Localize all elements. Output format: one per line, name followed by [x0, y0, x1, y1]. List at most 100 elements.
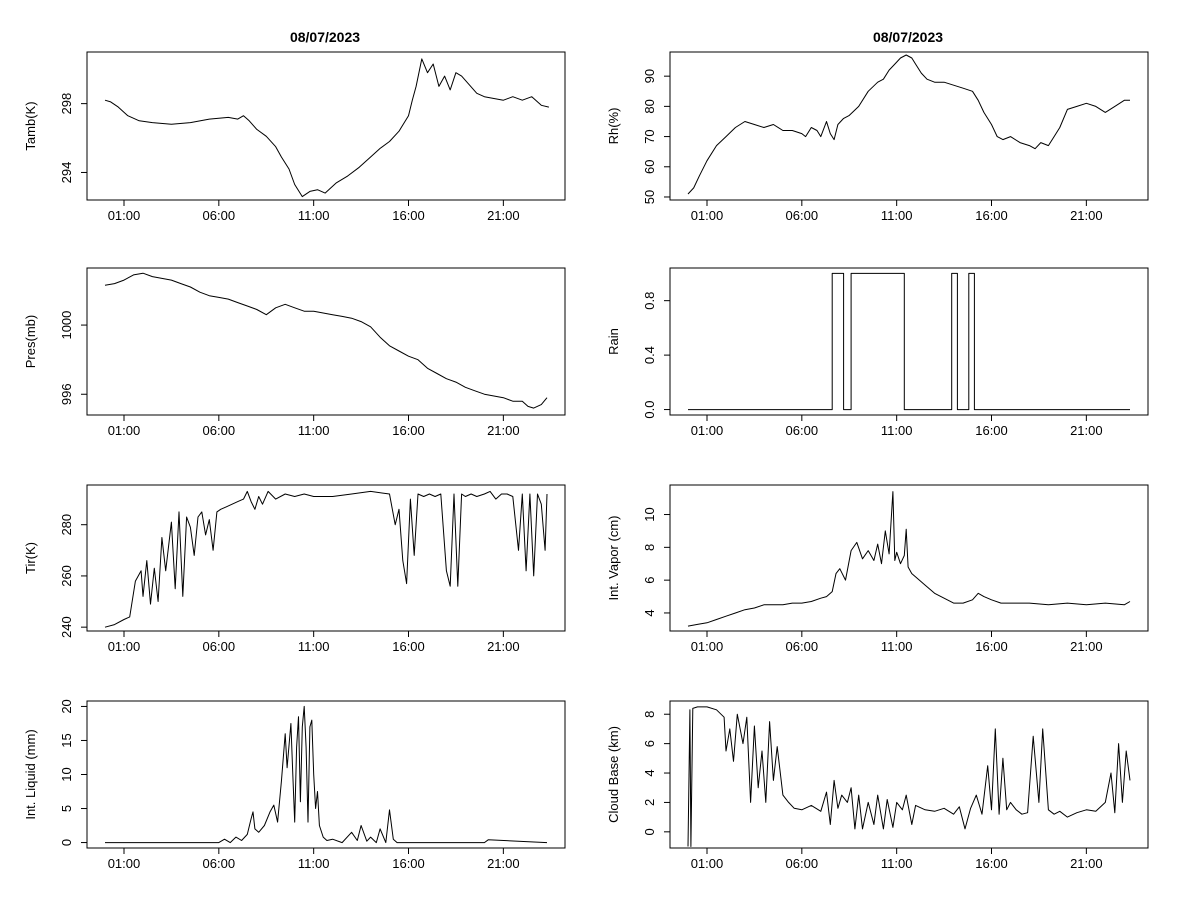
rh-xtick-label: 06:00	[786, 208, 819, 223]
cloudbase-ytick-label: 6	[642, 740, 657, 747]
rh-series-line	[687, 54, 1130, 195]
vapor-xtick-label: 21:00	[1070, 639, 1103, 654]
tir-ytick-label: 240	[59, 616, 74, 638]
tamb-ytick-label: 294	[59, 162, 74, 184]
cloudbase-xtick-label: 01:00	[691, 856, 724, 871]
liquid-series-line	[105, 705, 548, 844]
vapor-ytick-label: 8	[642, 544, 657, 551]
panel-tir: 01:00 06:00 11:00 16:00 21:00 240 260 280 Tir(K)	[23, 484, 566, 654]
pres-xtick-label: 21:00	[487, 423, 520, 438]
cloudbase-xtick-label: 21:00	[1070, 856, 1103, 871]
cloudbase-plot-frame	[669, 700, 1149, 849]
left-column-title: 08/07/2023	[290, 29, 360, 45]
rain-xtick-label: 21:00	[1070, 423, 1103, 438]
vapor-ytick-label: 6	[642, 577, 657, 584]
rain-xtick-label: 01:00	[691, 423, 724, 438]
tamb-xtick-label: 21:00	[487, 208, 520, 223]
rain-ytick-label: 0.4	[642, 346, 657, 364]
rain-xtick-label: 06:00	[786, 423, 819, 438]
liquid-ytick-label: 10	[59, 767, 74, 781]
vapor-xtick-label: 16:00	[975, 639, 1008, 654]
liquid-ytick-label: 5	[59, 805, 74, 812]
cloudbase-xtick-label: 11:00	[881, 856, 913, 871]
cloudbase-ytick-label: 8	[642, 711, 657, 718]
rh-xtick-label: 11:00	[881, 208, 913, 223]
cloudbase-xtick-label: 06:00	[786, 856, 819, 871]
tamb-xtick-label: 06:00	[203, 208, 236, 223]
panel-rh: 01:00 06:00 11:00 16:00 21:00 50 60 70 80 90 Rh(%)	[606, 51, 1149, 223]
panel-cloudbase: 01:00 06:00 11:00 16:00 21:00 0 2 4 6 8 Cloud Base…	[606, 700, 1149, 871]
vapor-y-axis-title: Int. Vapor (cm)	[606, 515, 621, 600]
liquid-xtick-label: 01:00	[108, 856, 141, 871]
vapor-ytick-label: 4	[642, 609, 657, 616]
pres-plot-frame	[86, 267, 566, 416]
cloudbase-y-axis-title: Cloud Base (km)	[606, 726, 621, 823]
tamb-xtick-label: 16:00	[392, 208, 425, 223]
cloudbase-ytick-label: 2	[642, 799, 657, 806]
rh-xtick-label: 16:00	[975, 208, 1008, 223]
cloudbase-series-line	[687, 706, 1131, 847]
tamb-y-axis-title: Tamb(K)	[23, 101, 38, 150]
right-column-title: 08/07/2023	[873, 29, 943, 45]
tir-xtick-label: 01:00	[108, 639, 141, 654]
vapor-plot-frame	[669, 484, 1149, 632]
plots-layer: 01:00 06:00 11:00 16:00 21:00294298Tamb(K)01…	[23, 51, 1149, 871]
liquid-xtick-label: 11:00	[298, 856, 330, 871]
rh-xtick-label: 21:00	[1070, 208, 1103, 223]
panel-vapor: 01:00 06:00 11:00 16:00 21:00 4 6 8 10 Int. Vapor…	[606, 484, 1149, 654]
liquid-xtick-label: 21:00	[487, 856, 520, 871]
cloudbase-ytick-label: 4	[642, 769, 657, 776]
vapor-xtick-label: 06:00	[786, 639, 819, 654]
cloudbase-xtick-label: 16:00	[975, 856, 1008, 871]
rain-series-line	[688, 272, 1130, 411]
tir-xtick-label: 06:00	[203, 639, 236, 654]
panel-tamb: 01:00 06:00 11:00 16:00 21:00 294 298 Tamb(K)	[23, 51, 566, 223]
pres-ytick-label: 1000	[59, 311, 74, 340]
rain-xtick-label: 11:00	[881, 423, 913, 438]
pres-xtick-label: 01:00	[108, 423, 141, 438]
pres-ytick-label: 996	[59, 383, 74, 405]
tamb-ytick-label: 298	[59, 93, 74, 115]
rh-y-axis-title: Rh(%)	[606, 108, 621, 145]
liquid-plot-frame	[86, 700, 566, 849]
rain-xtick-label: 16:00	[975, 423, 1008, 438]
vapor-ytick-label: 10	[642, 507, 657, 521]
tamb-plot-frame	[86, 51, 566, 201]
pres-xtick-label: 06:00	[203, 423, 236, 438]
tir-xtick-label: 11:00	[298, 639, 330, 654]
rh-ytick-label: 60	[642, 160, 657, 174]
panel-pres: 01:00 06:00 11:00 16:00 21:00 996 1000 Pres(mb)	[23, 267, 566, 438]
tamb-xtick-label: 01:00	[108, 208, 141, 223]
cloudbase-ytick-label: 0	[642, 828, 657, 835]
rh-ytick-label: 90	[642, 69, 657, 83]
vapor-xtick-label: 01:00	[691, 639, 724, 654]
rain-ytick-label: 0.0	[642, 401, 657, 419]
tir-xtick-label: 16:00	[392, 639, 425, 654]
tir-plot-frame	[86, 484, 566, 632]
tir-xtick-label: 21:00	[487, 639, 520, 654]
rain-plot-frame	[669, 267, 1149, 416]
rh-xtick-label: 01:00	[691, 208, 724, 223]
liquid-ytick-label: 15	[59, 733, 74, 747]
liquid-xtick-label: 16:00	[392, 856, 425, 871]
panel-liquid: 01:00 06:00 11:00 16:00 21:00 0 5 10 15 20 Int. Li…	[23, 699, 566, 871]
pres-xtick-label: 11:00	[298, 423, 330, 438]
panel-rain: 01:00 06:00 11:00 16:00 21:00 0.0 0.4 0.8 Rain	[606, 267, 1149, 438]
tir-series-line	[104, 490, 548, 628]
vapor-xtick-label: 11:00	[881, 639, 913, 654]
rh-ytick-label: 50	[642, 190, 657, 204]
vapor-series-line	[687, 491, 1131, 627]
liquid-ytick-label: 0	[59, 839, 74, 846]
liquid-ytick-label: 20	[59, 699, 74, 713]
rh-plot-frame	[669, 51, 1149, 201]
rain-ytick-label: 0.8	[642, 292, 657, 310]
liquid-y-axis-title: Int. Liquid (mm)	[23, 729, 38, 819]
tamb-series-line	[104, 58, 550, 198]
tir-ytick-label: 280	[59, 514, 74, 536]
tir-y-axis-title: Tir(K)	[23, 542, 38, 574]
pres-series-line	[104, 272, 548, 409]
tamb-xtick-label: 11:00	[298, 208, 330, 223]
rh-ytick-label: 70	[642, 129, 657, 143]
liquid-xtick-label: 06:00	[203, 856, 236, 871]
